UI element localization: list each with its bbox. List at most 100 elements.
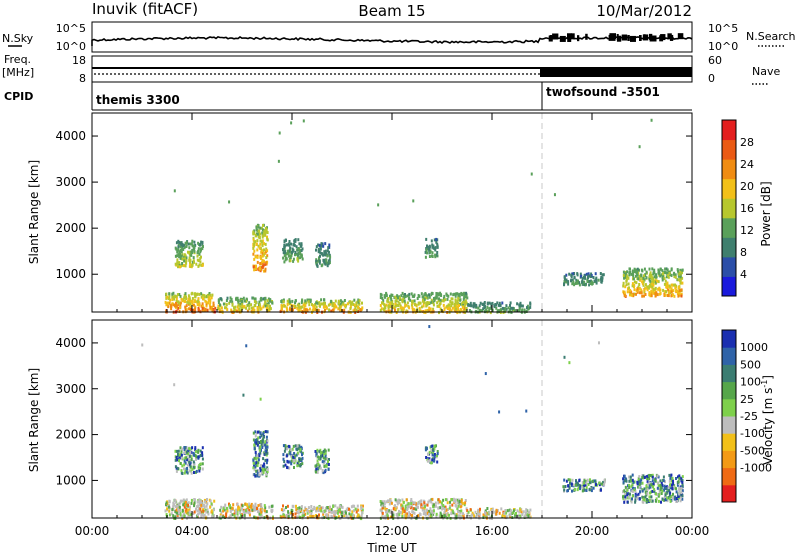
range-cell <box>674 273 677 277</box>
range-cell <box>204 508 207 512</box>
range-cell <box>189 259 192 262</box>
range-cell <box>232 503 235 507</box>
range-cell <box>651 267 654 271</box>
range-cell <box>284 250 287 254</box>
range-cell <box>505 304 508 308</box>
range-cell <box>287 301 290 305</box>
range-cell <box>245 299 248 303</box>
range-cell <box>199 250 202 254</box>
range-cell <box>183 446 186 450</box>
range-cell <box>384 295 386 299</box>
range-cell <box>431 292 434 295</box>
range-cell <box>264 430 267 434</box>
range-cell <box>587 276 589 280</box>
range-cell <box>255 461 258 465</box>
range-cell <box>427 452 429 456</box>
range-cell <box>260 307 263 311</box>
range-cell <box>187 452 189 456</box>
range-cell <box>334 303 337 307</box>
range-cell <box>297 511 300 515</box>
range-cell <box>211 515 214 519</box>
range-cell <box>312 304 315 308</box>
range-cell <box>404 304 407 308</box>
range-cell <box>588 488 591 492</box>
range-cell <box>425 456 428 459</box>
colorbar-swatch <box>722 276 736 297</box>
range-cell <box>322 471 325 475</box>
station-name: Inuvik <box>92 0 137 18</box>
nsearch-bar <box>649 35 657 42</box>
range-cell <box>447 303 450 307</box>
range-cell <box>403 299 406 303</box>
range-cell <box>449 300 452 303</box>
range-cell <box>498 301 501 305</box>
range-cell <box>264 458 267 462</box>
range-cell <box>248 307 251 311</box>
range-cell <box>443 507 446 511</box>
range-cell <box>265 453 268 457</box>
range-cell <box>649 474 652 477</box>
range-cell <box>320 244 323 248</box>
range-cell <box>442 299 445 303</box>
range-cell <box>266 254 269 258</box>
range-cell <box>436 454 438 458</box>
range-cell <box>253 243 256 247</box>
range-cell <box>661 489 664 493</box>
range-cell <box>638 268 640 272</box>
range-cell <box>207 301 210 305</box>
range-cell <box>318 508 321 512</box>
range-cell <box>652 277 655 281</box>
range-cell <box>439 301 442 305</box>
range-cell <box>260 471 263 475</box>
range-cell <box>666 485 669 489</box>
range-cell <box>259 512 262 516</box>
range-cell <box>238 307 241 311</box>
range-cell <box>188 512 191 516</box>
range-cell <box>178 505 181 509</box>
range-cell <box>583 276 585 279</box>
range-cell <box>676 278 679 282</box>
range-cell <box>340 511 343 515</box>
range-cell <box>398 509 400 513</box>
range-cell <box>217 298 220 302</box>
range-cell <box>463 305 466 309</box>
range-cell <box>400 308 403 312</box>
range-cell <box>384 505 386 509</box>
range-cell <box>263 269 265 273</box>
range-cell <box>189 450 192 454</box>
range-cell <box>509 308 511 312</box>
range-cell <box>217 301 220 304</box>
range-cell <box>239 511 242 515</box>
range-cell <box>266 304 269 307</box>
range-cell <box>247 507 250 511</box>
range-cell <box>567 484 570 488</box>
range-cell <box>452 499 455 502</box>
range-cell <box>262 259 265 263</box>
range-cell <box>314 450 317 453</box>
range-cell <box>328 250 330 254</box>
range-cell <box>584 483 587 487</box>
range-cell <box>382 301 385 305</box>
range-cell <box>578 281 581 285</box>
range-cell <box>199 247 202 251</box>
range-cell <box>252 438 255 442</box>
range-cell <box>457 302 459 306</box>
y-tick-label: 2000 <box>55 221 86 235</box>
range-cell <box>342 512 345 516</box>
range-cell <box>263 251 266 255</box>
range-cell <box>289 246 292 250</box>
range-cell <box>296 248 299 252</box>
range-cell <box>518 304 521 307</box>
range-cell <box>168 294 171 298</box>
range-cell <box>334 512 337 516</box>
range-cell <box>420 309 422 313</box>
range-cell <box>652 272 655 276</box>
range-cell <box>568 485 571 489</box>
range-cell <box>205 304 208 308</box>
nsky-frame <box>91 21 693 53</box>
range-cell <box>391 515 394 519</box>
range-cell <box>254 267 257 271</box>
range-cell <box>286 445 289 449</box>
range-cell <box>203 506 206 510</box>
range-cell <box>250 505 253 509</box>
